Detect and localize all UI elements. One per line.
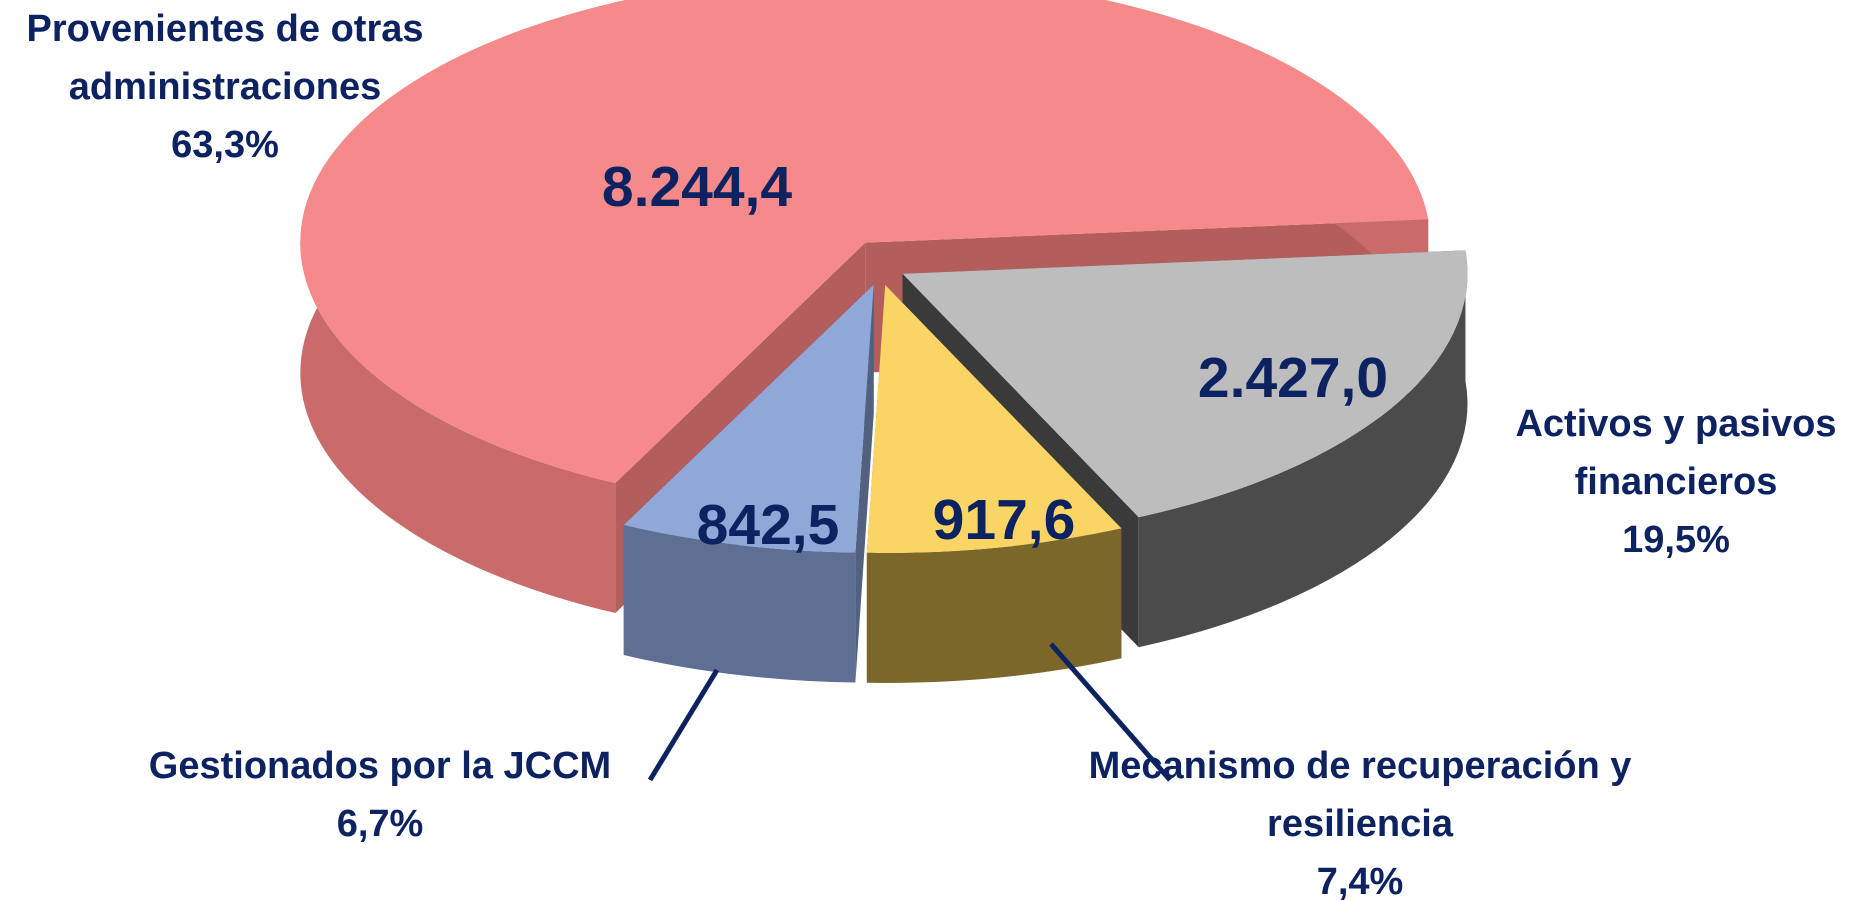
category-name: Gestionados por la JCCM (148, 745, 612, 787)
slice-side (1138, 250, 1468, 648)
category-name: Provenientes de otras administraciones (26, 8, 424, 108)
category-label: Mecanismo de recuperación y resiliencia 7… (1080, 737, 1640, 900)
category-name: Mecanismo de recuperación y resiliencia (1088, 745, 1632, 845)
category-label: Activos y pasivos financieros 19,5% (1500, 395, 1852, 569)
value-label: 2.427,0 (1197, 346, 1389, 410)
leader-line (1049, 642, 1172, 782)
slice (300, 0, 1429, 484)
slice (902, 250, 1468, 518)
value-label: 917,6 (932, 488, 1076, 552)
share-label: 6,7% (336, 803, 424, 845)
share-label: 19,5% (1622, 519, 1730, 561)
category-name: Activos y pasivos financieros (1515, 403, 1837, 503)
slice-side (866, 528, 1122, 683)
slice (866, 284, 1122, 553)
category-label: Provenientes de otras administraciones 63… (0, 0, 450, 174)
value-label: 842,5 (696, 493, 840, 557)
slice (623, 284, 874, 553)
share-label: 7,4% (1316, 861, 1404, 900)
category-label: Gestionados por la JCCM 6,7% (100, 737, 660, 853)
slice-side (623, 525, 856, 683)
leader-line (647, 668, 720, 782)
share-label: 63,3% (171, 124, 279, 166)
value-label: 8.244,4 (601, 155, 793, 219)
